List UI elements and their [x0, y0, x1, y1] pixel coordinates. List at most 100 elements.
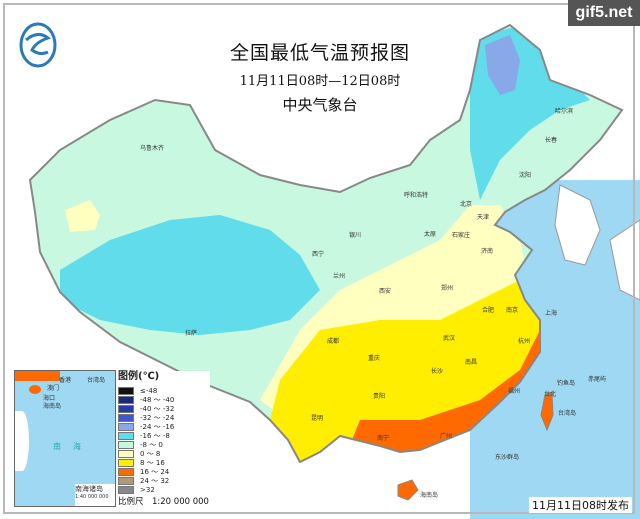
- city-xian: 西安: [379, 287, 391, 295]
- inset-label-haikou: 海口: [43, 395, 56, 402]
- inset-scale: 1:40 000 000: [75, 494, 109, 500]
- label-diaoyu-island: 钓鱼岛: [557, 379, 575, 387]
- legend-swatch: [118, 440, 134, 449]
- taiwan-island: [540, 391, 554, 432]
- inset-hainan: [29, 385, 41, 394]
- frame-border: [3, 3, 635, 514]
- city-kunming: 昆明: [311, 415, 323, 422]
- legend-swatch: [118, 485, 134, 494]
- legend-swatch: [118, 476, 134, 485]
- city-taiyuan: 太原: [424, 230, 436, 238]
- city-jinan: 济南: [481, 247, 493, 255]
- inset-label-south-sea: 南海: [53, 442, 93, 451]
- city-xining: 西宁: [312, 250, 324, 258]
- legend-label: 24 ～ 32: [140, 476, 170, 485]
- city-chongqing: 重庆: [368, 354, 380, 362]
- label-hainan: 海南岛: [420, 491, 438, 499]
- city-zhengzhou: 郑州: [441, 284, 453, 292]
- legend-swatch: [118, 467, 134, 476]
- city-shanghai: 上海: [545, 309, 557, 317]
- forecast-period: 11月11日08时—12日08时: [239, 74, 401, 89]
- city-shijiazhuang: 石家庄: [452, 231, 470, 239]
- label-chiwei-island: 赤尾屿: [588, 375, 606, 383]
- city-harbin: 哈尔滨: [555, 107, 573, 115]
- inset-label-macau: 澳门: [47, 385, 60, 392]
- city-nanning: 南宁: [377, 434, 389, 442]
- city-fuzhou: 福州: [508, 387, 520, 395]
- legend-swatch: [118, 422, 134, 431]
- city-chengdu: 成都: [327, 337, 339, 345]
- city-beijing: 北京: [460, 200, 472, 208]
- legend-item: -8 ～ 0: [118, 440, 208, 449]
- city-yinchuan: 银川: [349, 231, 361, 239]
- legend-label: -40 ～ -32: [140, 404, 175, 413]
- map-title: 全国最低气温预报图: [229, 42, 410, 64]
- legend-label: -8 ～ 0: [140, 440, 163, 449]
- city-hangzhou: 杭州: [518, 337, 530, 345]
- legend-label: -48 ～ -40: [140, 395, 175, 404]
- legend-title: 图例(℃): [118, 371, 160, 382]
- city-tianjin: 天津: [477, 214, 489, 221]
- city-changsha: 长沙: [431, 367, 443, 375]
- legend-swatch: [118, 431, 134, 440]
- legend-item: -24 ～ -16: [118, 422, 208, 431]
- zone-minus24-minus16-northeast: [485, 35, 520, 95]
- legend-item: -48 ～ -40: [118, 395, 208, 404]
- city-hohhot: 呼和浩特: [404, 191, 428, 199]
- label-dongsha: 东沙群岛: [495, 453, 519, 461]
- map-scale: 比例尺 1:20 000 000: [118, 497, 209, 507]
- city-guangzhou: 广州: [440, 432, 452, 440]
- inset-name: 南海诸岛: [75, 485, 103, 493]
- city-labels: 乌鲁木齐 拉萨 西宁 兰州 银川 呼和浩特 北京 天津 石家庄 太原 济南 郑州…: [140, 107, 606, 499]
- zone-0-8-northwest: [65, 200, 100, 232]
- legend-label: 8 ～ 16: [140, 458, 165, 467]
- inset-label-hongkong: 香港: [59, 377, 72, 384]
- inset-label-taiwan: 台湾岛: [87, 377, 106, 384]
- publish-time: 11月11日08时发布: [529, 497, 632, 513]
- city-nanjing: 南京: [506, 306, 518, 314]
- legend-swatch: [118, 386, 134, 395]
- legend-item: 0 ～ 8: [118, 449, 208, 458]
- issuer: 中央气象台: [282, 96, 358, 114]
- legend-label: >32: [140, 485, 155, 494]
- city-hefei: 合肥: [482, 306, 494, 314]
- legend-item: -40 ～ -32: [118, 404, 208, 413]
- legend-label: -24 ～ -16: [140, 422, 175, 431]
- legend-item: -32 ～ -24: [118, 413, 208, 422]
- korea-peninsula: [554, 184, 601, 266]
- zone-8-16: [270, 280, 545, 462]
- city-shenyang: 沈阳: [519, 171, 531, 179]
- legend: 图例(℃) ≤-48 -48 ～ -40 -40 ～ -32 -32 ～ -24 -24…: [116, 371, 210, 507]
- legend-swatch: [118, 413, 134, 422]
- cma-logo-icon: [19, 22, 57, 68]
- legend-swatch: [118, 395, 134, 404]
- legend-label: 0 ～ 8: [140, 449, 161, 458]
- label-taiwan-island: 台湾岛: [558, 409, 576, 417]
- legend-item: -16 ～ -8: [118, 431, 208, 440]
- inset-indochina: [15, 411, 29, 471]
- city-changchun: 长春: [545, 136, 557, 144]
- south-china-sea-inset: 香港 澳门 台湾岛 海口 海南岛 南海 南海诸岛 1:40 000 000: [14, 370, 116, 507]
- inset-label-hainan: 海南岛: [43, 403, 62, 410]
- city-lanzhou: 兰州: [333, 272, 345, 280]
- watermark: gif5.net: [568, 0, 640, 26]
- hainan-island: [397, 479, 419, 501]
- legend-swatch: [118, 404, 134, 413]
- zone-minus16-minus8-plateau: [60, 215, 320, 335]
- legend-item: 8 ～ 16: [118, 458, 208, 467]
- legend-label: -32 ～ -24: [140, 413, 175, 422]
- legend-item: 24 ～ 32: [118, 476, 208, 485]
- inset-caption-box: 南海诸岛 1:40 000 000: [75, 484, 115, 506]
- legend-label: ≤-48: [140, 386, 158, 395]
- city-lhasa: 拉萨: [185, 329, 197, 337]
- city-nanchang: 南昌: [465, 358, 477, 366]
- legend-item: ≤-48: [118, 386, 208, 395]
- inset-guangdong: [15, 371, 60, 381]
- legend-swatch: [118, 458, 134, 467]
- city-guiyang: 贵阳: [373, 392, 385, 400]
- legend-label: -16 ～ -8: [140, 431, 170, 440]
- legend-item: >32: [118, 485, 208, 494]
- japan: [609, 219, 640, 301]
- city-urumqi: 乌鲁木齐: [140, 144, 164, 152]
